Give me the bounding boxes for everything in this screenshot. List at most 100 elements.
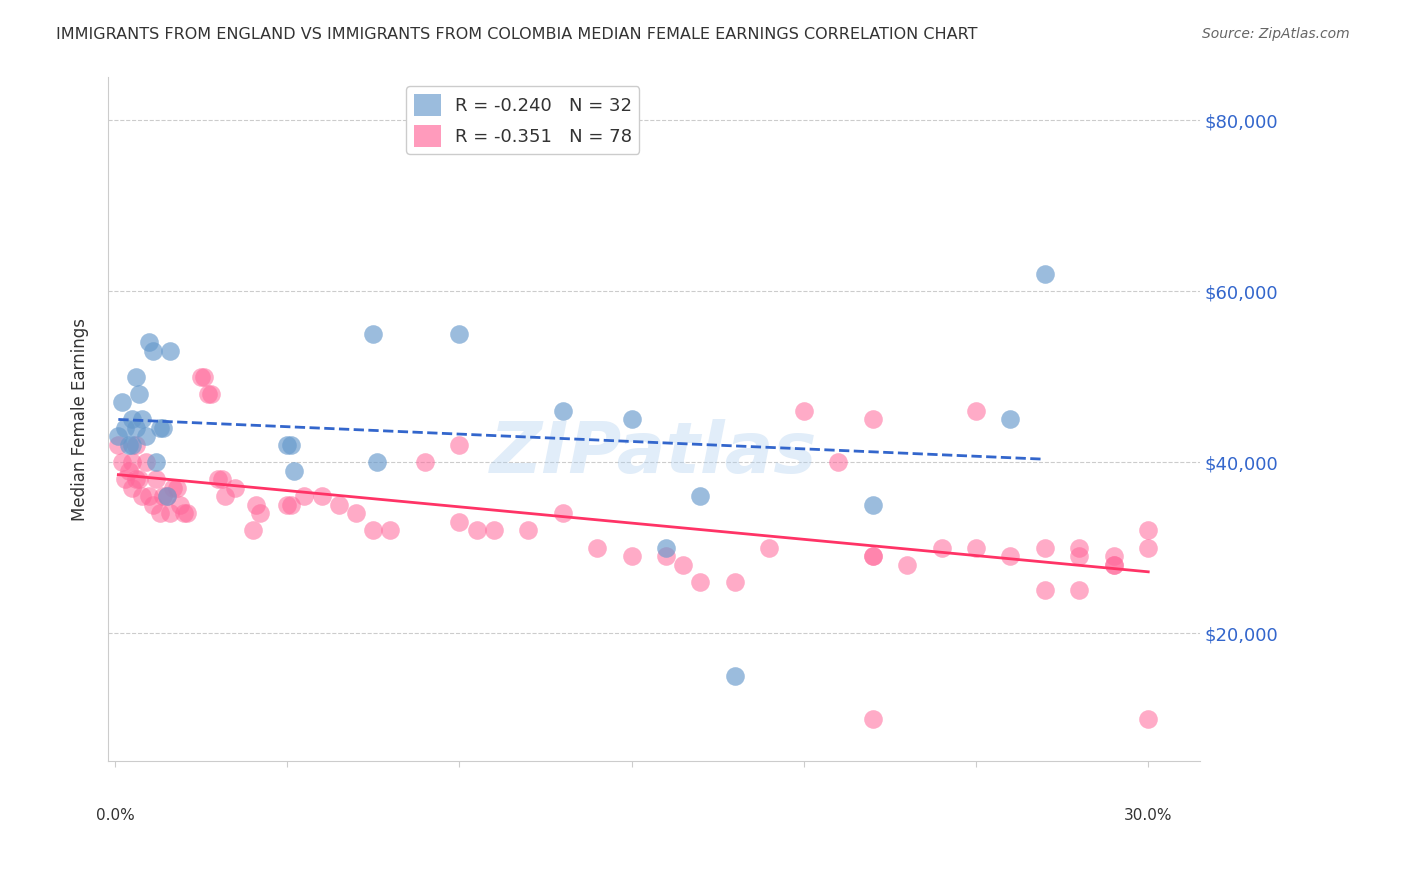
Point — [135, 455, 157, 469]
Point — [242, 524, 264, 538]
Point — [896, 558, 918, 572]
Point — [276, 498, 298, 512]
Point — [176, 507, 198, 521]
Point — [361, 326, 384, 341]
Point — [1137, 712, 1160, 726]
Point — [965, 404, 987, 418]
Point — [366, 455, 388, 469]
Point — [280, 438, 302, 452]
Point — [145, 472, 167, 486]
Point — [724, 669, 747, 683]
Point — [689, 489, 711, 503]
Point — [1033, 583, 1056, 598]
Point — [689, 574, 711, 589]
Point — [276, 438, 298, 452]
Point — [200, 386, 222, 401]
Point — [862, 412, 884, 426]
Point — [149, 507, 172, 521]
Point — [124, 421, 146, 435]
Point — [655, 549, 678, 563]
Point — [245, 498, 267, 512]
Point — [1069, 549, 1091, 563]
Point — [449, 326, 471, 341]
Point — [1069, 583, 1091, 598]
Point — [482, 524, 505, 538]
Point — [190, 369, 212, 384]
Point — [449, 438, 471, 452]
Point — [283, 464, 305, 478]
Point — [586, 541, 609, 555]
Point — [1102, 558, 1125, 572]
Point — [121, 438, 143, 452]
Point — [551, 404, 574, 418]
Point — [672, 558, 695, 572]
Point — [121, 455, 143, 469]
Point — [931, 541, 953, 555]
Point — [793, 404, 815, 418]
Text: IMMIGRANTS FROM ENGLAND VS IMMIGRANTS FROM COLOMBIA MEDIAN FEMALE EARNINGS CORRE: IMMIGRANTS FROM ENGLAND VS IMMIGRANTS FR… — [56, 27, 977, 42]
Point — [1000, 549, 1022, 563]
Point — [197, 386, 219, 401]
Point — [1137, 524, 1160, 538]
Point — [142, 343, 165, 358]
Point — [292, 489, 315, 503]
Point — [131, 412, 153, 426]
Point — [173, 507, 195, 521]
Point — [862, 498, 884, 512]
Point — [193, 369, 215, 384]
Point — [114, 421, 136, 435]
Point — [224, 481, 246, 495]
Point — [152, 489, 174, 503]
Text: 0.0%: 0.0% — [96, 808, 134, 823]
Point — [1069, 541, 1091, 555]
Point — [280, 498, 302, 512]
Point — [361, 524, 384, 538]
Text: ZIPatlas: ZIPatlas — [491, 419, 818, 488]
Point — [207, 472, 229, 486]
Point — [862, 712, 884, 726]
Point — [111, 395, 134, 409]
Point — [620, 412, 643, 426]
Point — [121, 412, 143, 426]
Point — [1102, 549, 1125, 563]
Point — [1137, 541, 1160, 555]
Point — [620, 549, 643, 563]
Point — [159, 507, 181, 521]
Point — [169, 498, 191, 512]
Point — [121, 481, 143, 495]
Point — [655, 541, 678, 555]
Point — [135, 429, 157, 443]
Point — [965, 541, 987, 555]
Point — [344, 507, 367, 521]
Text: 30.0%: 30.0% — [1123, 808, 1173, 823]
Point — [449, 515, 471, 529]
Point — [380, 524, 402, 538]
Point — [214, 489, 236, 503]
Point — [166, 481, 188, 495]
Point — [155, 489, 177, 503]
Text: Source: ZipAtlas.com: Source: ZipAtlas.com — [1202, 27, 1350, 41]
Point — [162, 481, 184, 495]
Point — [724, 574, 747, 589]
Point — [159, 343, 181, 358]
Point — [551, 507, 574, 521]
Point — [118, 464, 141, 478]
Point — [1033, 267, 1056, 281]
Point — [517, 524, 540, 538]
Point — [138, 489, 160, 503]
Point — [1102, 558, 1125, 572]
Point — [1033, 541, 1056, 555]
Point — [328, 498, 350, 512]
Point — [114, 472, 136, 486]
Point — [131, 489, 153, 503]
Point — [118, 438, 141, 452]
Point — [124, 438, 146, 452]
Point — [211, 472, 233, 486]
Point — [128, 472, 150, 486]
Point — [124, 369, 146, 384]
Point — [249, 507, 271, 521]
Point — [138, 335, 160, 350]
Legend: R = -0.240   N = 32, R = -0.351   N = 78: R = -0.240 N = 32, R = -0.351 N = 78 — [406, 87, 640, 154]
Point — [149, 421, 172, 435]
Point — [128, 386, 150, 401]
